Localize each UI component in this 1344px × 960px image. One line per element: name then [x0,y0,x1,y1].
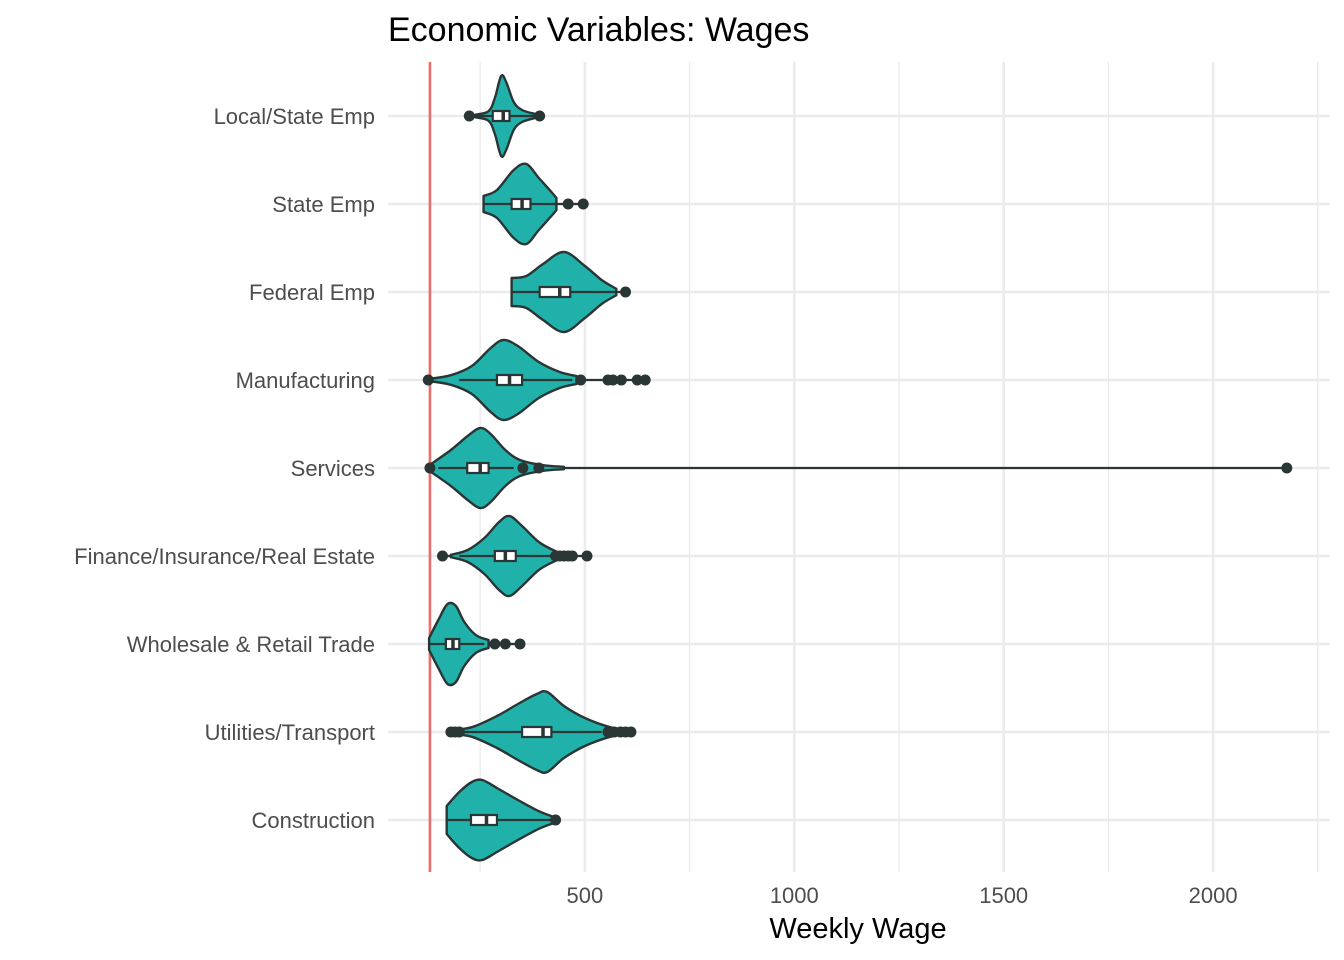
chart-title: Economic Variables: Wages [388,11,809,49]
outlier-point [577,198,589,210]
outlier-point [422,374,434,386]
outlier-point [499,638,511,650]
y-tick-label: State Emp [272,192,375,217]
outlier-point [625,726,637,738]
outlier-point [453,726,465,738]
y-tick-labels: Local/State Emp State Emp Federal Emp Manuf… [74,104,375,833]
x-tick-label: 500 [567,883,604,908]
outlier-point [1281,462,1293,474]
outlier-point [437,550,449,562]
iqr-box [520,725,553,739]
outlier-point [550,814,562,826]
y-tick-label: Manufacturing [236,368,375,393]
x-tick-labels: 500 1000 1500 2000 [567,883,1238,908]
y-tick-label: Utilities/Transport [205,720,375,745]
violin-group [445,689,637,775]
x-axis-title: Weekly Wage [769,913,946,945]
outlier-point [463,110,475,122]
iqr-box [466,461,490,475]
outlier-point [489,638,501,650]
violin-group [422,338,651,422]
y-tick-label: Construction [251,808,375,833]
outlier-point [581,550,593,562]
outlier-point [575,374,587,386]
violin-group [463,74,546,158]
iqr-box [538,285,572,299]
x-tick-label: 2000 [1189,883,1238,908]
violin-group [427,601,526,687]
y-tick-label: Federal Emp [249,280,375,305]
outlier-point [566,550,578,562]
violin-group [437,514,593,598]
outlier-point [562,198,574,210]
outlier-point [514,638,526,650]
iqr-box [491,109,511,123]
y-tick-label: Local/State Emp [214,104,375,129]
y-tick-label: Finance/Insurance/Real Estate [74,544,375,569]
outlier-point [533,462,545,474]
iqr-box [469,813,499,827]
x-tick-label: 1500 [979,883,1028,908]
outlier-point [517,462,529,474]
outlier-point [534,110,546,122]
violin-layer [422,74,1293,862]
outlier-point [639,374,651,386]
y-tick-label: Wholesale & Retail Trade [127,632,375,657]
violin-group [482,162,589,246]
violin-group [424,426,1293,510]
violin-group [510,250,632,334]
outlier-point [424,462,436,474]
outlier-point [620,286,632,298]
x-tick-label: 1000 [770,883,819,908]
outlier-point [631,374,643,386]
y-tick-label: Services [291,456,375,481]
outlier-point [607,374,619,386]
violin-group [445,778,562,862]
outlier-point [615,374,627,386]
